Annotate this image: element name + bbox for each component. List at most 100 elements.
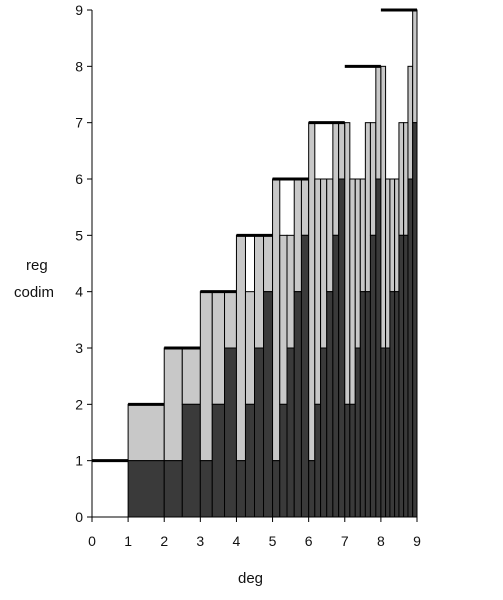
y-tick-label-9: 9	[75, 2, 83, 18]
bar-reg-10	[272, 178, 281, 462]
bar-reg-2	[181, 347, 201, 405]
x-tick-label-0: 0	[88, 533, 96, 549]
tick-labels: 0 1 2 3 4 5 6 7 8 9 0 1 2 3 4 5 6 7 8 9	[75, 2, 421, 549]
bar-codim-17	[320, 347, 328, 518]
bars-layer	[127, 9, 418, 518]
bar-codim-23	[354, 347, 361, 518]
bar-reg-16	[314, 178, 322, 405]
y-tick-label-3: 3	[75, 340, 83, 356]
bar-reg-14	[300, 178, 310, 236]
bar-reg-21	[344, 122, 351, 405]
bar-codim-24	[359, 291, 366, 518]
bar-codim-28	[380, 347, 387, 518]
bar-reg-4	[211, 291, 226, 405]
bar-reg-13	[293, 178, 302, 293]
x-tick-label-2: 2	[160, 533, 168, 549]
bar-codim-7	[244, 403, 256, 518]
bar-reg-7	[244, 291, 256, 405]
bar-codim-4	[211, 403, 226, 518]
bar-codim-20	[338, 178, 346, 518]
bar-codim-3	[199, 460, 213, 518]
bar-codim-10	[272, 460, 281, 518]
bar-reg-33	[403, 122, 409, 236]
bar-reg-30	[389, 178, 396, 293]
bar-reg-19	[332, 122, 340, 236]
bar-codim-12	[286, 347, 295, 518]
bar-reg-28	[380, 65, 387, 349]
bar-codim-18	[326, 291, 334, 518]
bar-reg-27	[375, 65, 382, 180]
bar-reg-15	[308, 122, 316, 462]
x-tick-label-6: 6	[305, 533, 313, 549]
bar-reg-25	[364, 122, 371, 293]
x-tick-label-4: 4	[233, 533, 241, 549]
bar-reg-22	[349, 178, 356, 405]
bar-codim-35	[412, 122, 418, 518]
bar-codim-22	[349, 403, 356, 518]
bar-codim-27	[375, 178, 382, 518]
bound-segments	[92, 8, 417, 463]
bar-codim-31	[394, 291, 400, 518]
bar-codim-29	[385, 347, 391, 518]
bar-codim-30	[389, 291, 396, 518]
bar-codim-1	[163, 460, 183, 518]
bar-codim-19	[332, 234, 340, 518]
x-tick-label-1: 1	[124, 533, 132, 549]
bar-reg-0	[127, 403, 165, 462]
y-tick-label-1: 1	[75, 453, 83, 469]
y-axis-label-reg: reg	[26, 257, 48, 274]
bar-reg-8	[254, 234, 265, 349]
bar-reg-20	[338, 122, 346, 180]
bar-reg-6	[235, 234, 246, 462]
bar-reg-34	[407, 65, 414, 180]
bar-codim-25	[364, 291, 371, 518]
y-axis-label-codim: codim	[14, 284, 55, 301]
x-axis-label: deg	[238, 570, 264, 587]
bar-reg-12	[286, 234, 295, 349]
x-tick-label-5: 5	[269, 533, 277, 549]
bar-codim-2	[181, 403, 201, 518]
x-tick-label-9: 9	[413, 533, 421, 549]
y-tick-label-7: 7	[75, 115, 83, 131]
bar-reg-3	[199, 291, 213, 462]
y-tick-label-0: 0	[75, 509, 83, 525]
bar-codim-14	[300, 234, 310, 518]
bar-codim-13	[293, 291, 302, 518]
bar-reg-31	[394, 178, 400, 293]
bar-codim-21	[344, 403, 351, 518]
y-tick-label-4: 4	[75, 284, 83, 300]
bar-codim-15	[308, 460, 316, 518]
bar-reg-5	[224, 291, 237, 349]
bar-codim-5	[224, 347, 237, 518]
bar-codim-33	[403, 234, 409, 518]
x-tick-label-8: 8	[377, 533, 385, 549]
y-tick-label-8: 8	[75, 58, 83, 74]
bar-codim-34	[407, 178, 414, 518]
bar-codim-8	[254, 347, 265, 518]
bar-reg-24	[359, 178, 366, 293]
bar-reg-18	[326, 178, 334, 293]
bar-reg-23	[354, 178, 361, 349]
x-tick-label-7: 7	[341, 533, 349, 549]
bar-reg-9	[263, 234, 274, 293]
y-tick-label-5: 5	[75, 227, 83, 243]
bar-codim-11	[279, 403, 288, 518]
y-tick-label-2: 2	[75, 396, 83, 412]
bar-reg-1	[163, 347, 183, 462]
bar-reg-35	[412, 9, 418, 124]
axes	[87, 9, 418, 522]
bar-reg-17	[320, 178, 328, 349]
bar-codim-6	[235, 460, 246, 518]
x-tick-label-3: 3	[196, 533, 204, 549]
bar-codim-16	[314, 403, 322, 518]
bar-reg-26	[369, 122, 377, 236]
bar-codim-26	[369, 234, 377, 518]
bar-reg-32	[398, 122, 405, 236]
bar-reg-29	[385, 178, 391, 349]
bar-codim-32	[398, 234, 405, 518]
bar-reg-11	[279, 234, 288, 405]
bar-codim-0	[127, 460, 165, 518]
bar-codim-9	[263, 291, 274, 518]
y-tick-label-6: 6	[75, 171, 83, 187]
